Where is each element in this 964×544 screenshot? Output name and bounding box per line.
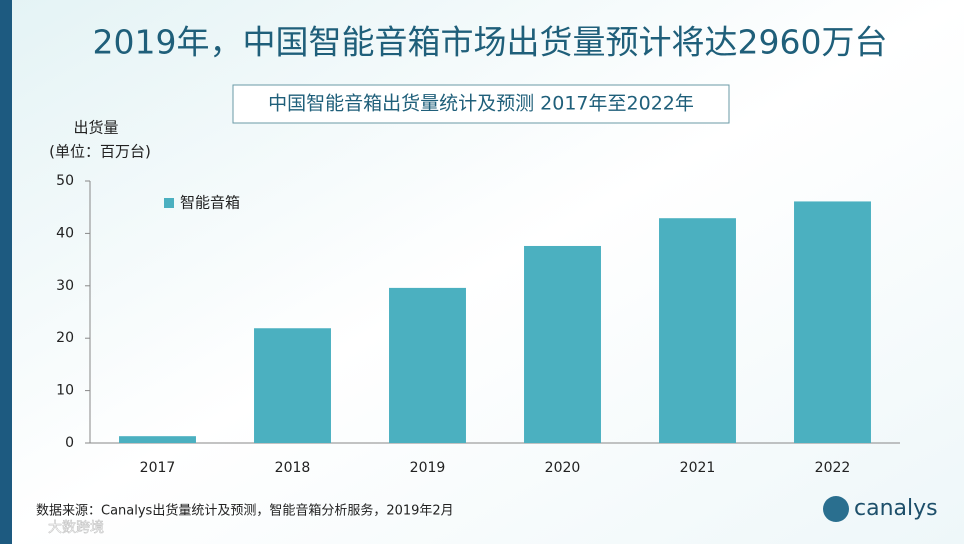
- y-tick-label: 50: [56, 173, 74, 189]
- y-tick-label: 20: [56, 330, 74, 346]
- chart-title: 2019年，中国智能音箱市场出货量预计将达2960万台: [93, 23, 888, 62]
- logo: canalys: [854, 496, 938, 521]
- y-tick-label: 30: [56, 278, 74, 294]
- subtitle-box: [232, 84, 730, 124]
- legend-label: 智能音箱: [180, 194, 240, 212]
- y-axis-unit: (单位：百万台): [49, 143, 151, 161]
- logo-icon: [823, 496, 849, 522]
- bar: [389, 287, 466, 443]
- chart-subtitle: 中国智能音箱出货量统计及预测 2017年至2022年: [268, 93, 694, 115]
- watermark: 大数跨境: [48, 520, 104, 536]
- x-tick-label: 2018: [275, 460, 311, 476]
- legend-swatch: [164, 198, 174, 208]
- x-tick-label: 2020: [545, 460, 581, 476]
- bar: [524, 245, 601, 443]
- x-tick-label: 2022: [815, 460, 851, 476]
- x-tick-label: 2019: [410, 460, 446, 476]
- y-tick-label: 10: [56, 383, 74, 399]
- y-tick-label: 40: [56, 225, 74, 241]
- y-axis-label: 出货量: [73, 119, 118, 137]
- side-stripe: [0, 0, 12, 544]
- y-tick-label: 0: [65, 435, 74, 451]
- bar: [119, 436, 196, 443]
- x-tick-label: 2021: [680, 460, 716, 476]
- bar: [254, 328, 331, 443]
- bar: [659, 218, 736, 443]
- x-tick-label: 2017: [140, 460, 176, 476]
- bar: [794, 201, 871, 443]
- source-note: 数据来源：Canalys出货量统计及预测，智能音箱分析服务，2019年2月: [36, 503, 454, 519]
